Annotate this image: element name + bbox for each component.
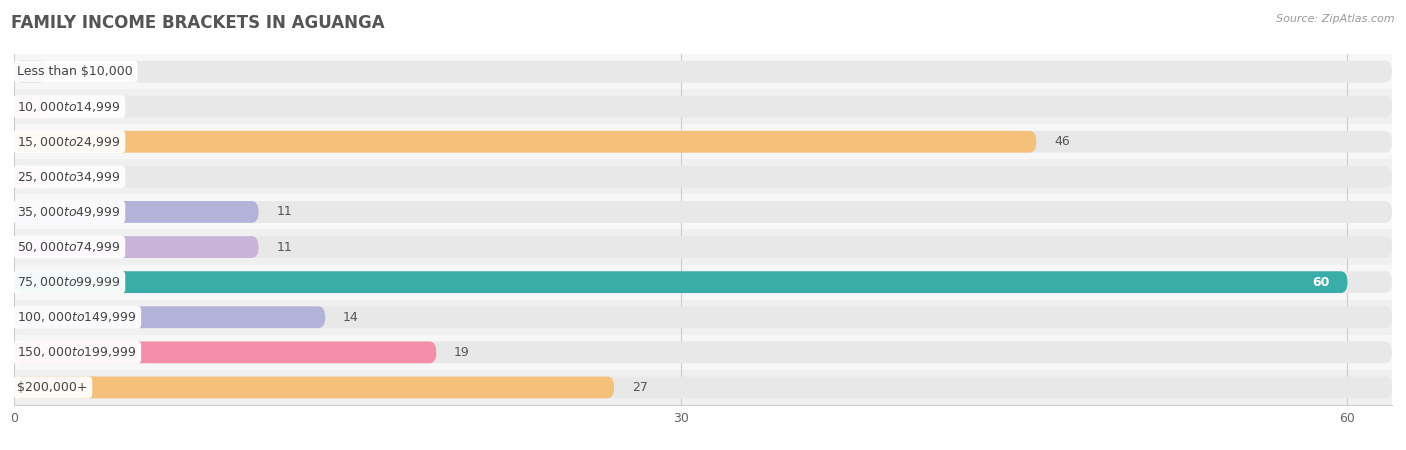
FancyBboxPatch shape [14,342,436,363]
Bar [14,300,1392,335]
Bar [14,230,1392,265]
Text: 0: 0 [65,65,73,78]
Text: Source: ZipAtlas.com: Source: ZipAtlas.com [1277,14,1395,23]
Text: 11: 11 [277,206,292,218]
Text: 60: 60 [1312,276,1330,288]
Text: FAMILY INCOME BRACKETS IN AGUANGA: FAMILY INCOME BRACKETS IN AGUANGA [11,14,385,32]
FancyBboxPatch shape [14,166,48,188]
FancyBboxPatch shape [14,61,1392,82]
Text: $50,000 to $74,999: $50,000 to $74,999 [17,240,121,254]
Text: 46: 46 [1054,135,1070,148]
FancyBboxPatch shape [14,377,1392,398]
Text: 11: 11 [277,241,292,253]
FancyBboxPatch shape [14,166,1392,188]
FancyBboxPatch shape [14,306,325,328]
Bar [14,335,1392,370]
Text: Less than $10,000: Less than $10,000 [17,65,134,78]
Bar [14,265,1392,300]
Text: $10,000 to $14,999: $10,000 to $14,999 [17,99,121,114]
FancyBboxPatch shape [14,271,1347,293]
FancyBboxPatch shape [14,96,48,117]
Text: 0: 0 [65,171,73,183]
FancyBboxPatch shape [14,131,1392,153]
Bar [14,194,1392,230]
Text: $200,000+: $200,000+ [17,381,89,394]
Bar [14,124,1392,159]
FancyBboxPatch shape [14,342,1392,363]
Bar [14,89,1392,124]
FancyBboxPatch shape [14,236,259,258]
Text: $150,000 to $199,999: $150,000 to $199,999 [17,345,136,360]
Text: $100,000 to $149,999: $100,000 to $149,999 [17,310,136,324]
Bar [14,54,1392,89]
Bar [14,159,1392,194]
FancyBboxPatch shape [14,306,1392,328]
Text: 27: 27 [631,381,648,394]
Text: 19: 19 [454,346,470,359]
FancyBboxPatch shape [14,201,259,223]
Bar [14,370,1392,405]
Text: 14: 14 [343,311,359,324]
FancyBboxPatch shape [14,377,614,398]
FancyBboxPatch shape [14,96,1392,117]
Text: $35,000 to $49,999: $35,000 to $49,999 [17,205,121,219]
Text: $15,000 to $24,999: $15,000 to $24,999 [17,135,121,149]
Text: $25,000 to $34,999: $25,000 to $34,999 [17,170,121,184]
Text: 0: 0 [65,100,73,113]
Text: $75,000 to $99,999: $75,000 to $99,999 [17,275,121,289]
FancyBboxPatch shape [14,236,1392,258]
FancyBboxPatch shape [14,61,48,82]
FancyBboxPatch shape [14,131,1036,153]
FancyBboxPatch shape [14,201,1392,223]
FancyBboxPatch shape [14,271,1392,293]
